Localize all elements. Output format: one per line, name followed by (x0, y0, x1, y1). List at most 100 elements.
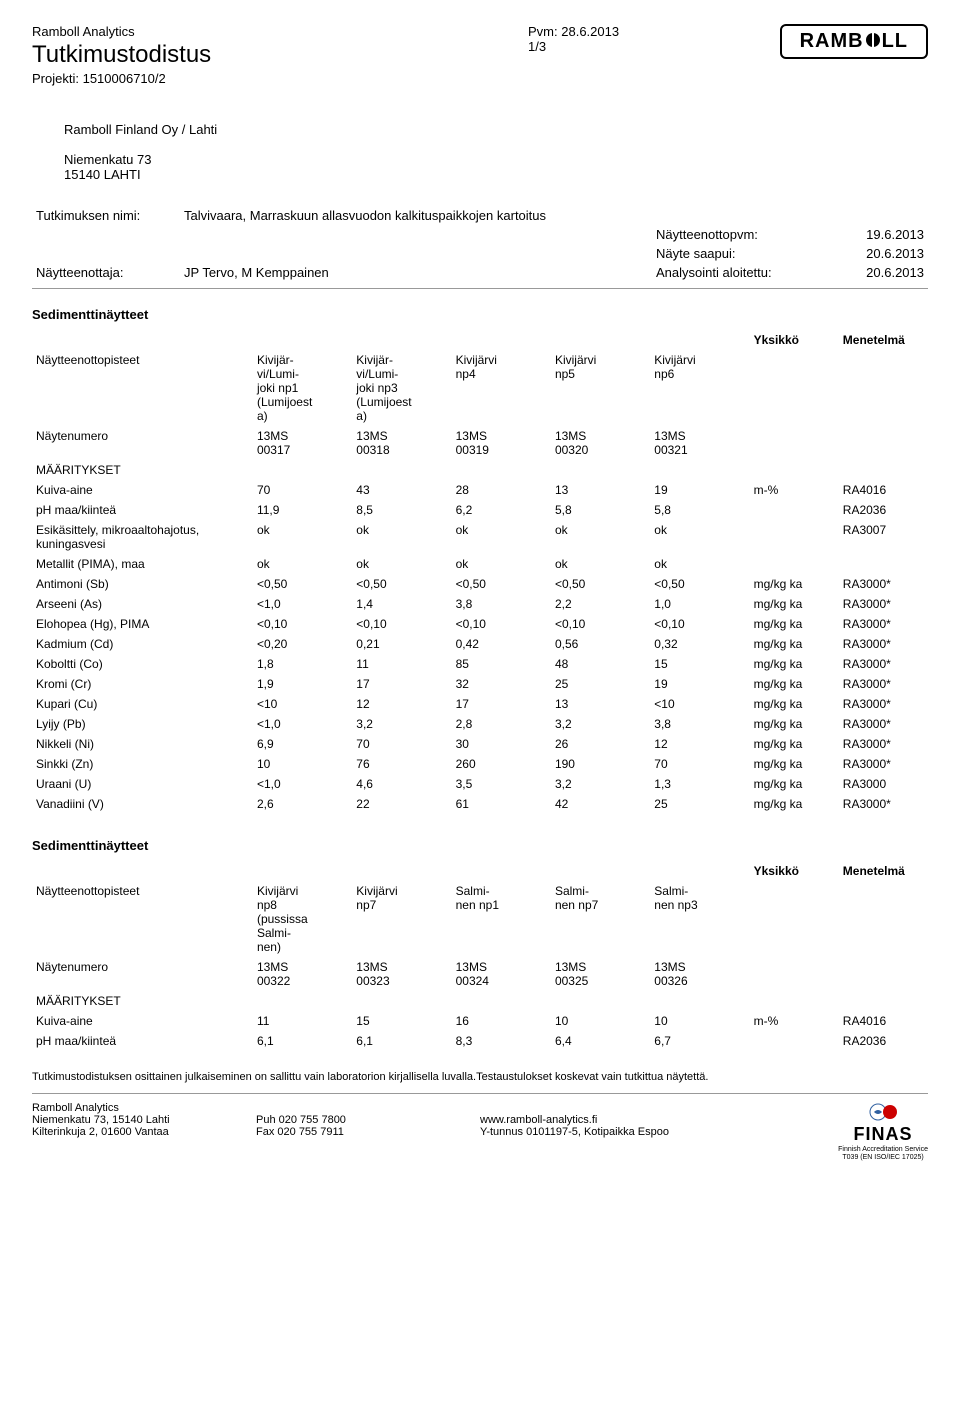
parameter-method: RA3000* (839, 754, 928, 774)
project-value: 1510006710/2 (83, 71, 166, 86)
sample-point: Kivijärvinp4 (452, 350, 551, 426)
parameter-unit: mg/kg ka (750, 674, 839, 694)
table-row: Uraani (U)<1,04,63,53,21,3mg/kg kaRA3000 (32, 774, 928, 794)
sample-point: Salmi-nen np3 (650, 881, 749, 957)
parameter-value: ok (650, 520, 749, 554)
table-row: Elohopea (Hg), PIMA<0,10<0,10<0,10<0,10<… (32, 614, 928, 634)
table-row: Koboltti (Co)1,811854815mg/kg kaRA3000* (32, 654, 928, 674)
sample-number: 13MS00317 (253, 426, 352, 460)
parameter-method: RA2036 (839, 1031, 928, 1051)
page-header: Ramboll Analytics Tutkimustodistus Proje… (32, 24, 928, 86)
parameter-value: 19 (650, 674, 749, 694)
method-header: Menetelmä (839, 861, 928, 881)
page-footer: Ramboll Analytics Niemenkatu 73, 15140 L… (32, 1093, 928, 1162)
sample-point: Kivijär-vi/Lumi-joki np3(Lumijoesta) (352, 350, 451, 426)
ramboll-logo: RAMBLL (780, 24, 928, 59)
parameter-method: RA3000* (839, 794, 928, 814)
parameter-value: <0,20 (253, 634, 352, 654)
parameter-value: <0,50 (452, 574, 551, 594)
parameter-value: 70 (650, 754, 749, 774)
footer-ph-label: Puh (256, 1114, 276, 1126)
footer-org: Ramboll Analytics (32, 1102, 256, 1114)
parameter-value: 11 (352, 654, 451, 674)
sample-number: 13MS00320 (551, 426, 650, 460)
parameter-name: Sinkki (Zn) (32, 754, 253, 774)
sample-points-label: Näytteenottopisteet (32, 881, 253, 957)
footer-fx: 020 755 7911 (277, 1126, 343, 1138)
sample-number: 13MS00323 (352, 957, 451, 991)
parameter-value: 12 (650, 734, 749, 754)
parameter-method: RA3000* (839, 594, 928, 614)
parameter-value: 1,4 (352, 594, 451, 614)
parameter-value: 70 (352, 734, 451, 754)
parameter-value: 85 (452, 654, 551, 674)
sample-point: Kivijär-vi/Lumi-joki np1(Lumijoesta) (253, 350, 352, 426)
parameter-value: <0,50 (352, 574, 451, 594)
sample-point: Kivijärvinp8(pussissaSalmi-nen) (253, 881, 352, 957)
received-value: 20.6.2013 (830, 244, 928, 263)
parameter-value: 2,6 (253, 794, 352, 814)
sample-point: Salmi-nen np1 (452, 881, 551, 957)
parameter-value: 30 (452, 734, 551, 754)
parameter-value: <0,10 (452, 614, 551, 634)
parameter-value: 6,4 (551, 1031, 650, 1051)
parameter-value: 5,8 (551, 500, 650, 520)
sample-number: 13MS00319 (452, 426, 551, 460)
parameter-value: 260 (452, 754, 551, 774)
table-row: Vanadiini (V)2,622614225mg/kg kaRA3000* (32, 794, 928, 814)
parameter-name: Koboltti (Co) (32, 654, 253, 674)
table-row: pH maa/kiinteä11,98,56,25,85,8RA2036 (32, 500, 928, 520)
parameter-value: 25 (650, 794, 749, 814)
parameter-unit: mg/kg ka (750, 754, 839, 774)
sampler-label: Näytteenottaja: (32, 263, 180, 282)
client-street: Niemenkatu 73 (64, 152, 928, 167)
sample-points-label: Näytteenottopisteet (32, 350, 253, 426)
parameter-value: 25 (551, 674, 650, 694)
parameter-method: RA2036 (839, 500, 928, 520)
sample-point: Kivijärvinp6 (650, 350, 749, 426)
parameter-unit: mg/kg ka (750, 634, 839, 654)
parameter-value: <0,50 (650, 574, 749, 594)
table-row: Esikäsittely, mikroaaltohajotus,kuningas… (32, 520, 928, 554)
parameter-unit: mg/kg ka (750, 654, 839, 674)
parameter-value: <10 (253, 694, 352, 714)
sample-number: 13MS00326 (650, 957, 749, 991)
parameter-value: ok (650, 554, 749, 574)
parameter-method: RA3007 (839, 520, 928, 554)
parameter-value: 12 (352, 694, 451, 714)
disclaimer-text: Tutkimustodistuksen osittainen julkaisem… (32, 1071, 928, 1083)
analysis-started-value: 20.6.2013 (830, 263, 928, 282)
parameter-value: 17 (452, 694, 551, 714)
parameter-value: ok (452, 520, 551, 554)
parameter-value: <0,10 (352, 614, 451, 634)
study-name-label: Tutkimuksen nimi: (32, 206, 180, 225)
table-row: Lyijy (Pb)<1,03,22,83,23,8mg/kg kaRA3000… (32, 714, 928, 734)
parameter-value: <0,10 (551, 614, 650, 634)
project-label: Projekti: (32, 71, 79, 86)
table-row: Antimoni (Sb)<0,50<0,50<0,50<0,50<0,50mg… (32, 574, 928, 594)
received-label: Näyte saapui: (652, 244, 830, 263)
parameter-value: 190 (551, 754, 650, 774)
document-title: Tutkimustodistus (32, 41, 528, 69)
parameter-name: Kuiva-aine (32, 1011, 253, 1031)
parameter-value: ok (352, 554, 451, 574)
logo-circle-icon (864, 31, 882, 49)
parameter-unit (750, 554, 839, 574)
study-name-value: Talvivaara, Marraskuun allasvuodon kalki… (180, 206, 652, 225)
parameter-unit: mg/kg ka (750, 614, 839, 634)
pvm-label: Pvm: (528, 24, 558, 39)
footer-addr2: Kilterinkuja 2, 01600 Vantaa (32, 1126, 256, 1138)
parameter-name: Kadmium (Cd) (32, 634, 253, 654)
page-number: 1/3 (528, 39, 728, 54)
table-row: Kuiva-aine7043281319m-%RA4016 (32, 480, 928, 500)
parameter-value: 0,56 (551, 634, 650, 654)
table-row: Sinkki (Zn)107626019070mg/kg kaRA3000* (32, 754, 928, 774)
parameter-unit (750, 1031, 839, 1051)
address-block: Ramboll Finland Oy / Lahti Niemenkatu 73… (64, 122, 928, 182)
client-company: Ramboll Finland Oy / Lahti (64, 122, 928, 137)
sample-number-label: Näytenumero (32, 426, 253, 460)
analysis-table-2: YksikköMenetelmäNäytteenottopisteetKivij… (32, 861, 928, 1051)
parameter-value: 8,5 (352, 500, 451, 520)
parameter-value: 43 (352, 480, 451, 500)
parameter-value: 61 (452, 794, 551, 814)
